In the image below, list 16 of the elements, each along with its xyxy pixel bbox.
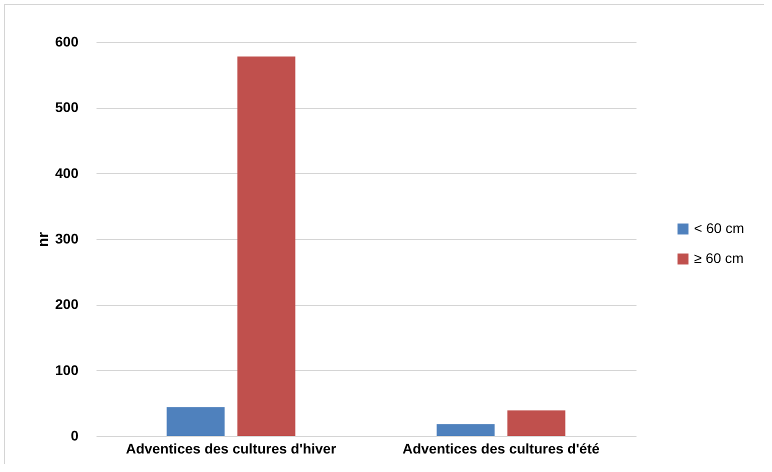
bar [507,410,566,436]
bar [166,407,225,436]
bar [237,56,296,436]
legend-label: < 60 cm [694,220,744,236]
y-tick-label: 600 [55,34,79,50]
y-tick-label: 500 [55,99,79,116]
y-tick-label: 200 [55,296,79,312]
x-tick-label: Adventices des cultures d'été [402,440,600,456]
legend-label: ≥ 60 cm [694,250,744,266]
x-tick-label: Adventices des cultures d'hiver [126,440,337,456]
y-axis-title: nr [35,232,52,247]
bar [436,424,495,436]
y-tick-label: 400 [55,164,79,181]
y-tick-label: 100 [55,362,79,378]
y-tick-label: 300 [55,230,79,246]
y-tick-label: 0 [70,428,79,444]
